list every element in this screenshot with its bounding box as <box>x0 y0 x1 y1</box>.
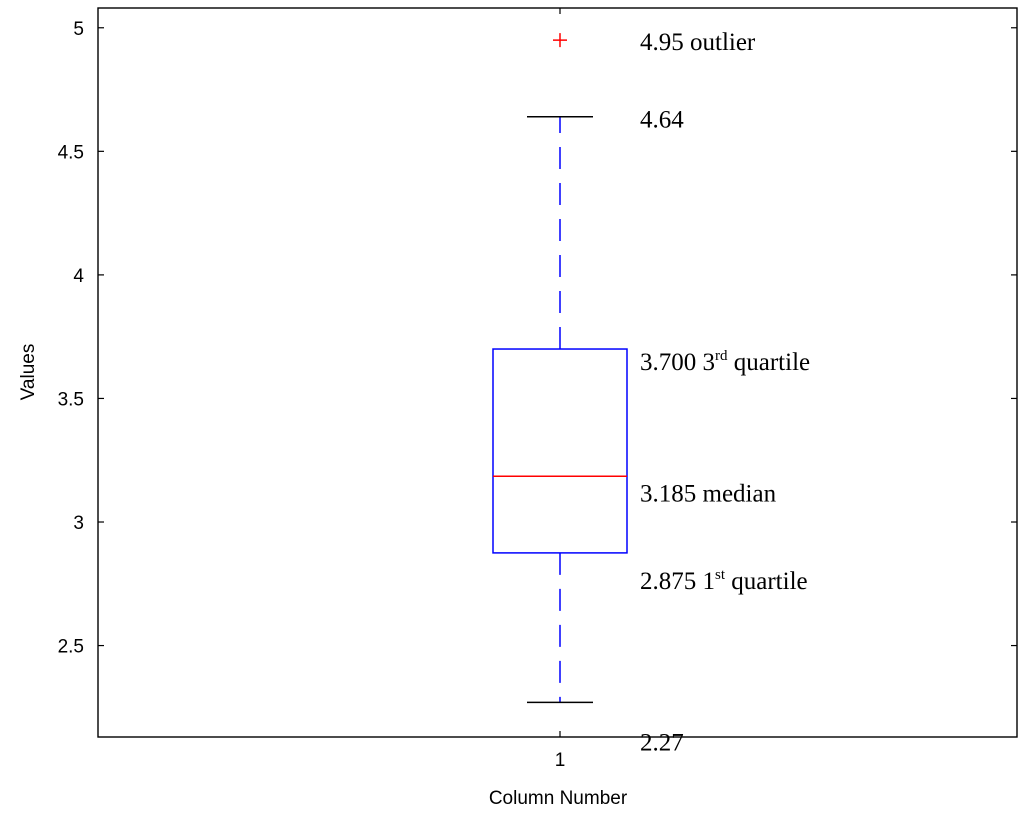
annotation-value: 2.27 <box>640 729 684 756</box>
x-tick-label: 1 <box>555 750 566 771</box>
annotation-text: quartile <box>728 349 811 376</box>
y-tick-label: 2.5 <box>58 637 84 658</box>
marks-layer <box>493 33 627 702</box>
y-tick-label: 5 <box>73 19 84 40</box>
y-tick-label: 3 <box>73 513 84 534</box>
annotation-text: outlier <box>684 29 756 56</box>
annotations-layer: 4.95 outlier 4.64 3.700 3rd quartile 3.185 … <box>640 29 810 756</box>
annotation-whisker-low: 2.27 <box>640 729 684 756</box>
y-axis-title: Values <box>18 344 39 401</box>
y-tick-label: 4.5 <box>58 142 84 163</box>
axes-layer: 2.5 3 3.5 4 4.5 5 1 <box>58 8 1017 771</box>
annotation-whisker-high: 4.64 <box>640 107 684 134</box>
annotation-value: 3.700 <box>640 349 696 376</box>
y-tick-label: 3.5 <box>58 389 84 410</box>
annotation-text: median <box>696 480 776 507</box>
annotation-outlier: 4.95 outlier <box>640 29 756 56</box>
annotation-value: 4.64 <box>640 107 684 134</box>
annotation-q3: 3.700 3rd quartile <box>640 348 810 376</box>
x-axis-title: Column Number <box>489 788 628 809</box>
annotation-q1: 2.875 1st quartile <box>640 567 808 595</box>
annotation-ordinal-suffix: rd <box>715 348 728 364</box>
annotation-value: 2.875 <box>640 568 696 595</box>
annotation-value: 4.95 <box>640 29 684 56</box>
outlier-marker <box>553 33 567 47</box>
iqr-box <box>493 349 627 553</box>
annotation-ordinal: 3 <box>696 349 715 376</box>
annotation-median: 3.185 median <box>640 480 777 507</box>
annotation-value: 3.185 <box>640 480 696 507</box>
y-tick-label: 4 <box>73 266 84 287</box>
annotation-ordinal: 1 <box>696 568 715 595</box>
annotation-text: quartile <box>725 568 808 595</box>
